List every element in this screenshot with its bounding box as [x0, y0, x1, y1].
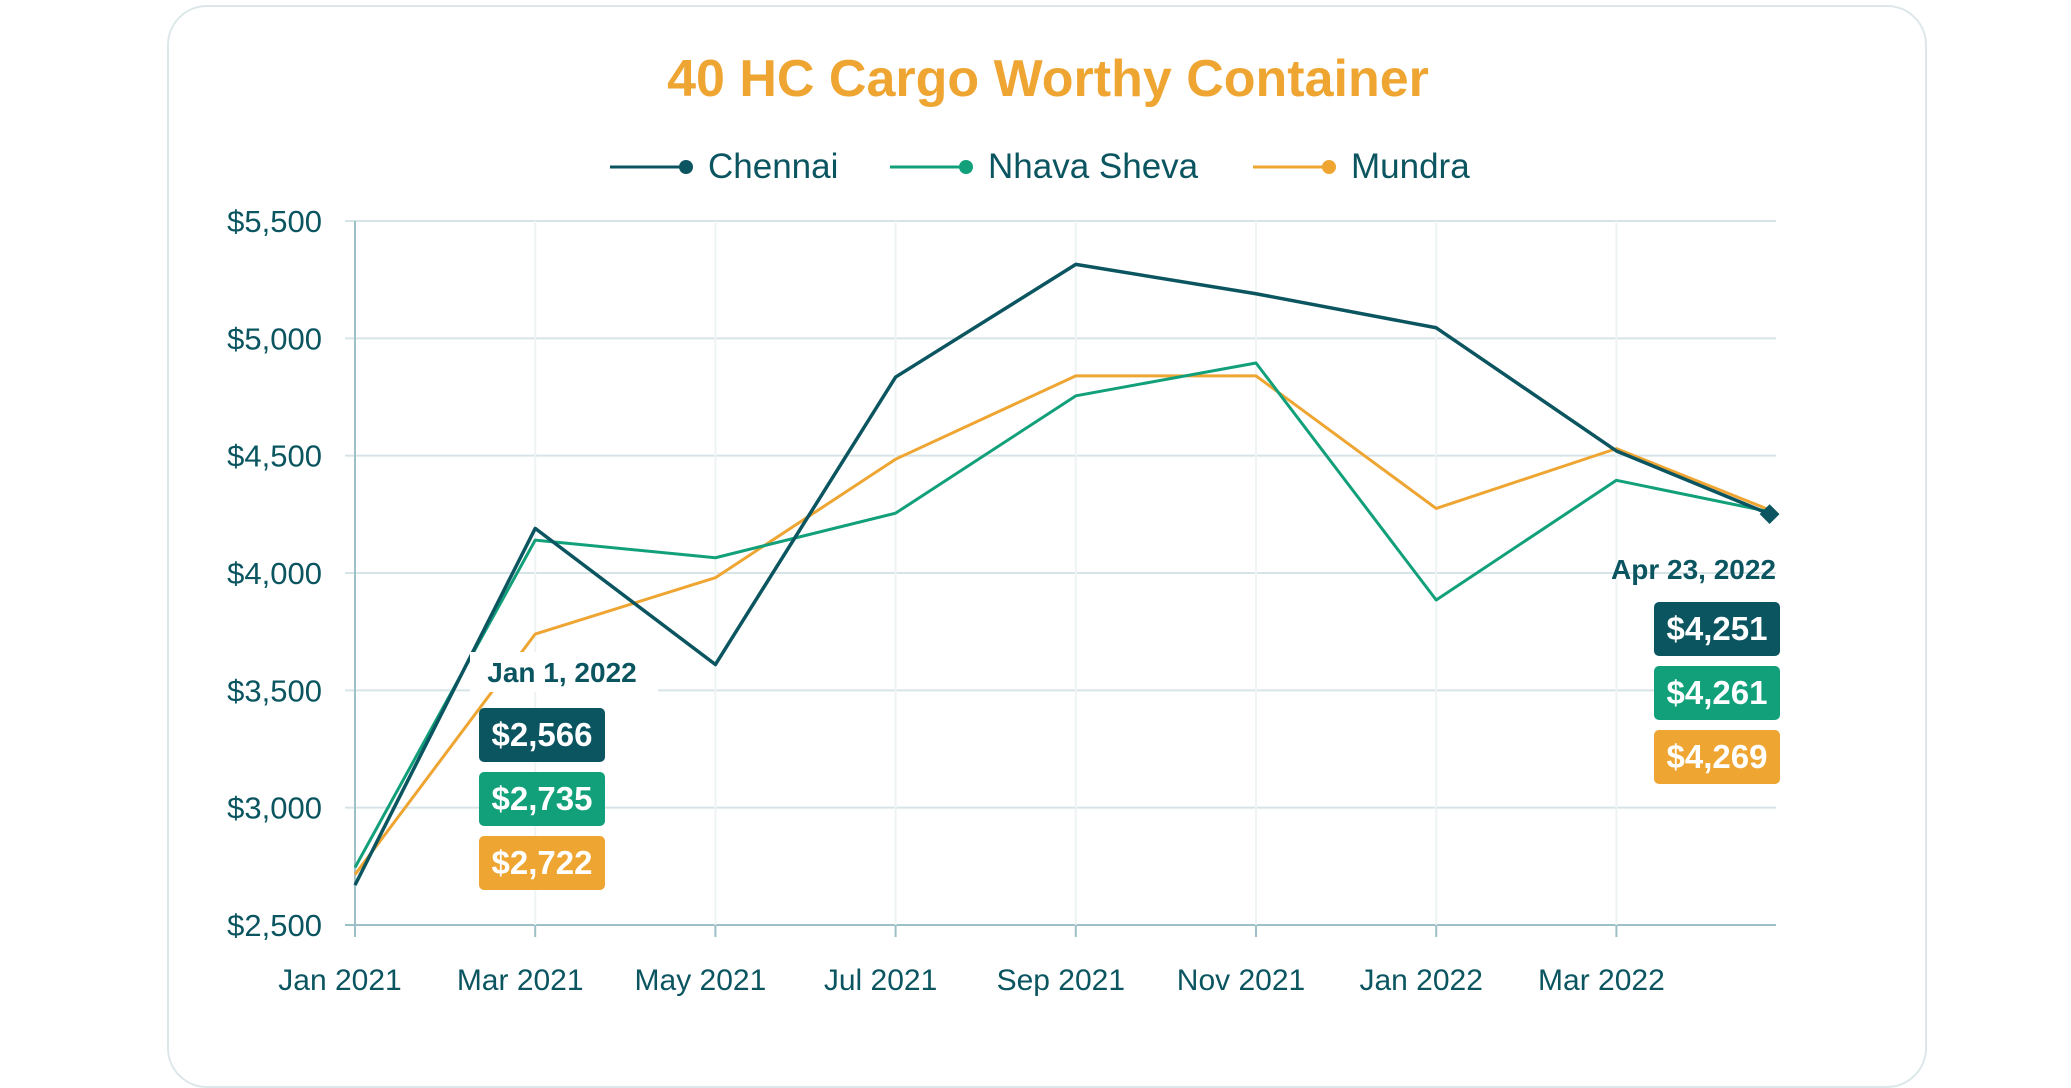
value-badge: $4,261 — [1667, 674, 1768, 711]
legend-marker-0 — [679, 160, 693, 174]
value-badge: $2,735 — [492, 780, 593, 817]
x-tick-label: Sep 2021 — [997, 964, 1125, 997]
y-tick-label: $4,000 — [227, 556, 322, 591]
value-badge: $4,269 — [1667, 738, 1768, 775]
x-tick-label: May 2021 — [635, 964, 767, 997]
annotation-date: Jan 1, 2022 — [487, 657, 636, 688]
x-tick-label: Jan 2021 — [278, 964, 401, 997]
y-tick-label: $3,500 — [227, 673, 322, 708]
y-tick-label: $2,500 — [227, 908, 322, 943]
legend-label: Mundra — [1351, 147, 1470, 186]
x-tick-label: Jan 2022 — [1359, 964, 1482, 997]
value-badge: $4,251 — [1667, 610, 1768, 647]
x-tick-label: Mar 2022 — [1538, 964, 1665, 997]
y-tick-label: $5,500 — [227, 204, 322, 239]
chart-title: 40 HC Cargo Worthy Container — [667, 50, 1429, 108]
y-tick-label: $5,000 — [227, 321, 322, 356]
x-tick-label: Mar 2021 — [457, 964, 584, 997]
x-tick-label: Nov 2021 — [1177, 964, 1305, 997]
legend-marker-1 — [959, 160, 973, 174]
y-tick-label: $4,500 — [227, 439, 322, 474]
x-tick-label: Jul 2021 — [824, 964, 937, 997]
legend-marker-2 — [1322, 160, 1336, 174]
value-badge: $2,566 — [492, 716, 593, 753]
annotation-date: Apr 23, 2022 — [1611, 554, 1776, 585]
y-tick-label: $3,000 — [227, 791, 322, 826]
value-badge: $2,722 — [492, 844, 593, 881]
legend-label: Nhava Sheva — [988, 147, 1199, 186]
legend-label: Chennai — [708, 147, 838, 186]
